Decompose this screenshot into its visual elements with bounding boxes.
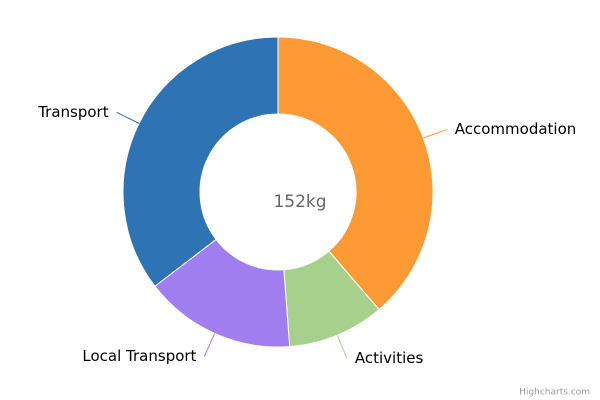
center-label: 152kg xyxy=(273,192,326,212)
connector xyxy=(336,335,348,359)
connector xyxy=(116,111,140,124)
slice xyxy=(122,36,279,287)
connector xyxy=(423,128,447,139)
connector xyxy=(203,333,216,357)
slice-label: Transport xyxy=(37,103,109,121)
slice xyxy=(277,36,434,311)
slice-label: Accommodation xyxy=(455,120,577,138)
credits[interactable]: Highcharts.com xyxy=(519,388,590,398)
slice-label: Activities xyxy=(355,349,424,367)
slice-label: Local Transport xyxy=(82,347,196,365)
